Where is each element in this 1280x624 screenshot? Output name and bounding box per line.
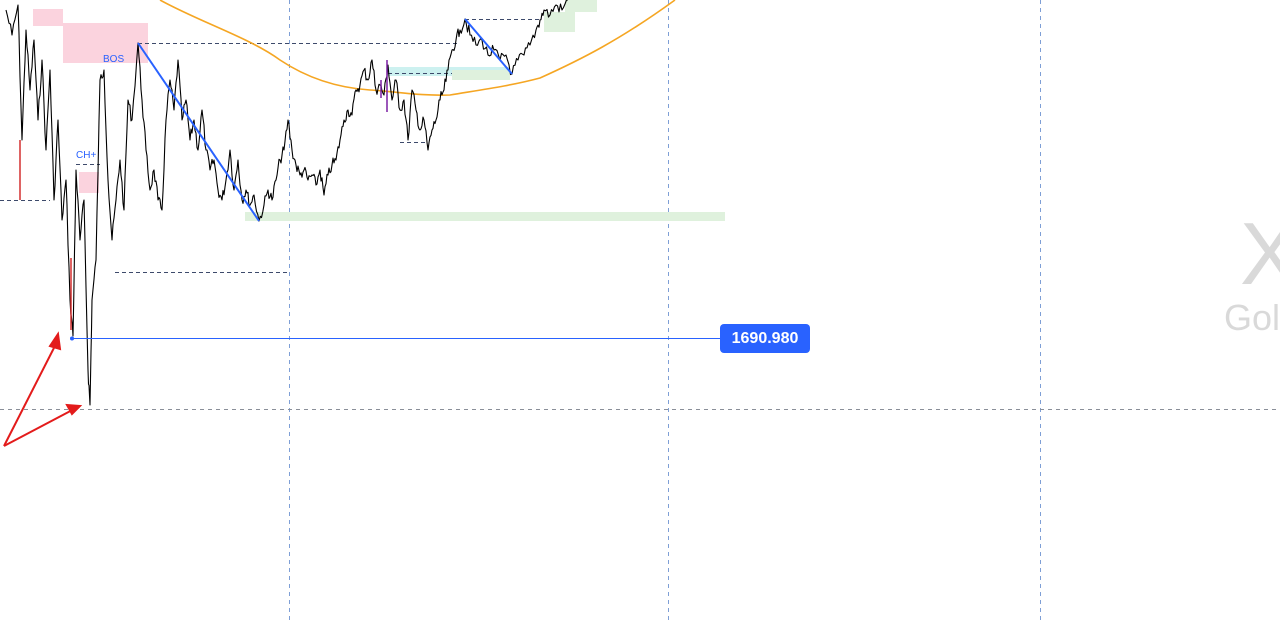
fvg-zone-2 — [452, 70, 510, 80]
structure-lines — [137, 18, 513, 222]
vertical-grid-lines — [289, 0, 1041, 624]
price-level-anchor — [70, 336, 74, 341]
bos-down-structure-line — [137, 42, 260, 222]
arrow-1-head — [48, 331, 62, 351]
red-arrows — [3, 331, 83, 447]
purple-candles — [380, 60, 388, 112]
price-series-line — [5, 0, 568, 406]
arrow-2-shaft — [3, 406, 79, 447]
symbol-watermark: X — [1240, 204, 1280, 303]
price-level-tag[interactable]: 1690.980 — [720, 324, 810, 353]
arrow-2-head — [65, 403, 83, 416]
symbol-subtitle-watermark: Gol — [1224, 297, 1280, 338]
zones — [33, 0, 725, 221]
structure-dashed-lines — [0, 19, 540, 273]
choch-label: CH+ — [76, 150, 96, 161]
demand-zone-top-2 — [565, 0, 597, 12]
bos-label: BOS — [103, 54, 124, 65]
demand-zone-top-1 — [544, 12, 575, 32]
supply-zone-bos — [63, 23, 148, 63]
supply-zone-choch — [79, 172, 99, 193]
fvg-zone-1 — [388, 67, 510, 76]
top-down-structure-line — [464, 18, 513, 75]
demand-zone-long — [245, 212, 725, 221]
moving-average-line — [159, 0, 676, 96]
supply-zone-top-left — [33, 9, 63, 26]
arrow-1-shaft — [3, 339, 59, 447]
bearish-candles — [19, 140, 72, 330]
